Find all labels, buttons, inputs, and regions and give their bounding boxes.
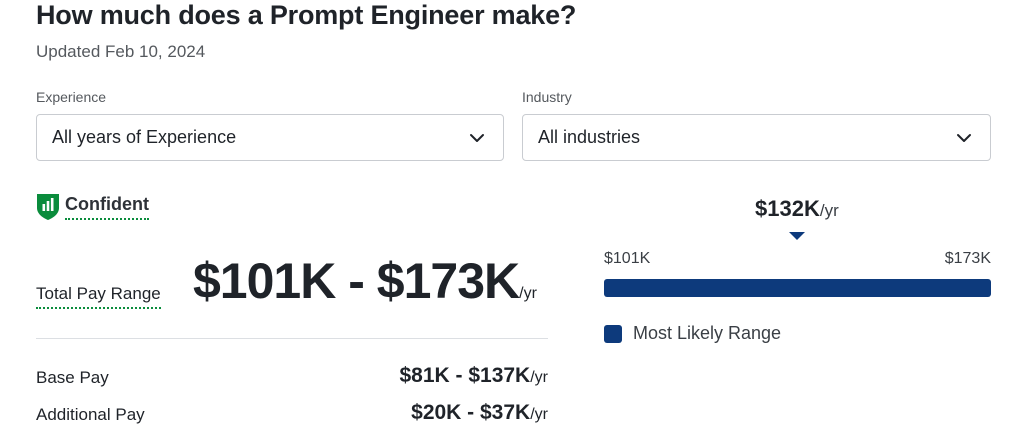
shield-chart-icon [37,194,59,220]
divider [36,338,548,339]
base-pay-label: Base Pay [36,368,109,387]
confidence-label: Confident [65,194,149,220]
experience-label: Experience [36,89,107,105]
median-pointer-icon [789,232,805,240]
total-pay-range-value: $101K - $173K/yr [193,252,537,310]
additional-pay-amount: $20K - $37K [411,401,531,424]
chevron-down-icon [470,133,484,142]
most-likely-range-bar [604,279,991,297]
total-pay-range-label[interactable]: Total Pay Range [36,284,161,309]
median-pay: $132K/yr [755,196,839,222]
confidence-indicator[interactable]: Confident [36,193,149,221]
experience-select[interactable]: All years of Experience [36,114,504,161]
base-pay-amount: $81K - $137K [399,364,531,387]
legend-label: Most Likely Range [633,323,782,343]
base-pay-unit: /yr [530,369,548,386]
additional-pay-value: $20K - $37K/yr [411,401,548,425]
additional-pay-label: Additional Pay [36,405,145,424]
experience-select-value: All years of Experience [52,127,237,147]
industry-label: Industry [522,89,572,105]
total-pay-unit: /yr [519,285,537,302]
additional-pay-unit: /yr [530,406,548,423]
page-title: How much does a Prompt Engineer make? [36,0,577,30]
median-amount: $132K [755,196,820,221]
chevron-down-icon [957,133,971,142]
range-max-label: $173K [944,250,991,267]
updated-date: Updated Feb 10, 2024 [36,42,206,61]
chart-legend: Most Likely Range [604,323,781,344]
industry-select-value: All industries [538,127,641,147]
legend-swatch [604,324,622,343]
range-min-label: $101K [604,250,651,267]
base-pay-value: $81K - $137K/yr [399,364,548,388]
total-pay-amount: $101K - $173K [193,253,520,309]
median-unit: /yr [819,201,839,220]
industry-select[interactable]: All industries [522,114,991,161]
